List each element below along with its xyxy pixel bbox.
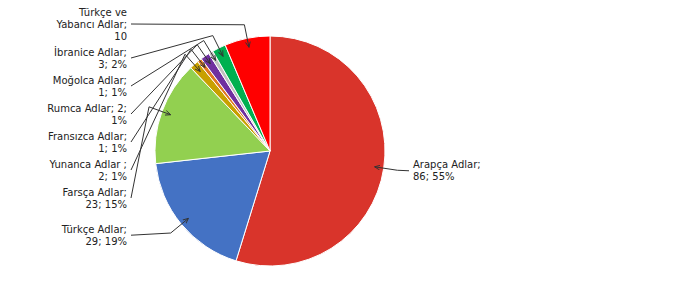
data-label-line: Yunanca Adlar ; xyxy=(49,159,128,170)
data-label: Türkçe Adlar;29; 19% xyxy=(61,224,127,247)
data-labels: Arapça Adlar;86; 55% Türkçe Adlar;29; 19%… xyxy=(47,7,480,247)
data-label: Rumca Adlar; 2;1% xyxy=(47,103,127,126)
data-label-line: Fransızca Adlar; xyxy=(48,131,127,142)
leader-line xyxy=(131,41,216,86)
pie xyxy=(155,36,385,266)
data-label-line: Moğolca Adlar; xyxy=(53,75,127,86)
data-label-line: 1% xyxy=(111,115,127,126)
data-label-line: Yabancı Adlar; xyxy=(55,19,127,30)
pie-slice xyxy=(225,36,270,151)
leader-line xyxy=(131,24,249,47)
data-label-line: Türkçe Adlar; xyxy=(61,224,127,235)
leader-line xyxy=(131,218,188,235)
data-label-line: İbranice Adlar; xyxy=(54,46,127,58)
data-label: İbranice Adlar;3; 2% xyxy=(54,46,127,70)
data-label: Moğolca Adlar;1; 1% xyxy=(53,75,127,98)
data-label-line: Türkçe ve xyxy=(78,7,127,18)
data-label-line: 10 xyxy=(114,31,127,42)
data-label-line: Rumca Adlar; 2; xyxy=(47,103,127,114)
leader-line xyxy=(131,107,171,198)
data-label: Fransızca Adlar;1; 1% xyxy=(48,131,127,154)
data-label-line: 23; 15% xyxy=(86,199,128,210)
data-label-line: 86; 55% xyxy=(413,171,455,182)
chart: Arapça Adlar;86; 55% Türkçe Adlar;29; 19%… xyxy=(0,0,676,302)
data-label: Yunanca Adlar ;2; 1% xyxy=(49,159,128,182)
data-label-line: 2; 1% xyxy=(98,171,127,182)
pie-slice xyxy=(156,151,270,261)
leader-line xyxy=(131,36,223,58)
data-label-line: 3; 2% xyxy=(98,59,127,70)
data-label: Farsça Adlar;23; 15% xyxy=(63,187,128,210)
data-label-line: Farsça Adlar; xyxy=(63,187,128,198)
data-label-line: 1; 1% xyxy=(98,143,127,154)
data-label-line: 1; 1% xyxy=(98,87,127,98)
leader-line xyxy=(131,54,200,170)
data-label: Türkçe veYabancı Adlar;10 xyxy=(55,7,127,42)
data-label: Arapça Adlar;86; 55% xyxy=(413,159,481,182)
data-label-line: 29; 19% xyxy=(86,236,128,247)
data-label-line: Arapça Adlar; xyxy=(413,159,481,170)
leader-line xyxy=(375,167,409,171)
